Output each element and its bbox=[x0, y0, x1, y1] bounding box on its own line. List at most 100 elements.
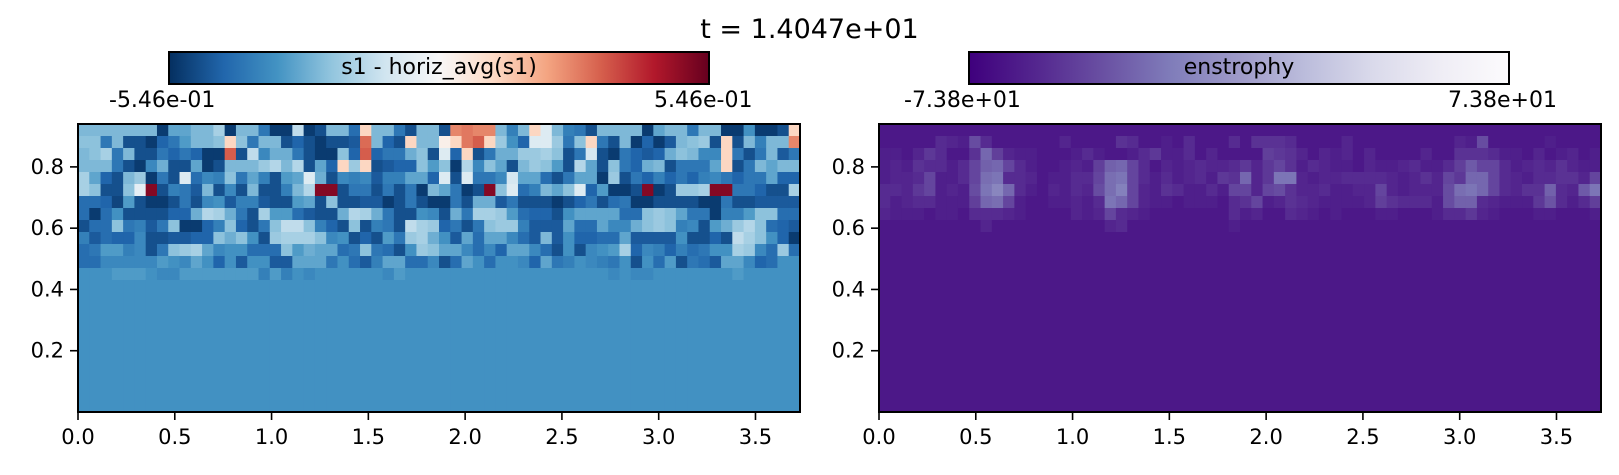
heatmap-cell bbox=[168, 340, 181, 353]
heatmap-cell bbox=[664, 328, 677, 341]
heatmap-cell bbox=[596, 316, 609, 329]
heatmap-cell bbox=[619, 136, 632, 149]
heatmap-cell bbox=[484, 124, 497, 137]
heatmap-cell bbox=[766, 232, 779, 245]
heatmap-cell bbox=[472, 364, 485, 377]
heatmap-cell bbox=[495, 148, 508, 161]
heatmap-cell bbox=[506, 196, 519, 209]
heatmap-cell bbox=[348, 280, 361, 293]
heatmap-cell bbox=[687, 124, 700, 137]
heatmap-cell bbox=[687, 196, 700, 209]
heatmap-cell bbox=[427, 244, 440, 257]
heatmap-cell bbox=[472, 220, 485, 233]
heatmap-cell bbox=[303, 352, 316, 365]
heatmap-cell bbox=[732, 196, 745, 209]
heatmap-cell bbox=[247, 340, 260, 353]
heatmap-cell bbox=[529, 316, 542, 329]
heatmap-cell bbox=[258, 232, 271, 245]
heatmap-cell bbox=[78, 304, 90, 317]
heatmap-cell bbox=[292, 256, 305, 269]
heatmap-cell bbox=[743, 148, 756, 161]
heatmap-cell bbox=[461, 340, 474, 353]
heatmap-cell bbox=[314, 244, 327, 257]
heatmap-cell bbox=[642, 124, 654, 137]
heatmap-cell bbox=[664, 208, 677, 221]
heatmap-cell bbox=[754, 328, 767, 341]
heatmap-cell bbox=[642, 184, 654, 197]
heatmap-cell bbox=[439, 400, 451, 413]
heatmap-cell bbox=[461, 256, 474, 269]
heatmap-cell bbox=[517, 280, 530, 293]
heatmap-cell bbox=[754, 184, 767, 197]
heatmap-cell bbox=[427, 196, 440, 209]
heatmap-cell bbox=[732, 124, 745, 137]
heatmap-cell bbox=[405, 160, 418, 173]
heatmap-cell bbox=[698, 184, 711, 197]
heatmap-cell bbox=[123, 208, 136, 221]
heatmap-cell bbox=[292, 124, 305, 137]
heatmap-cell bbox=[608, 244, 621, 257]
heatmap-cell bbox=[258, 400, 271, 413]
heatmap-cell bbox=[551, 256, 564, 269]
heatmap-cell bbox=[675, 268, 688, 281]
heatmap-cell bbox=[89, 400, 102, 413]
heatmap-cell bbox=[732, 244, 745, 257]
heatmap-cell bbox=[732, 376, 745, 389]
heatmap-cell bbox=[664, 400, 677, 413]
heatmap-cell bbox=[213, 376, 226, 389]
heatmap-cell bbox=[653, 208, 666, 221]
heatmap-cell bbox=[382, 160, 395, 173]
heatmap-cell bbox=[551, 352, 564, 365]
heatmap-cell bbox=[495, 220, 508, 233]
heatmap-cell bbox=[495, 400, 508, 413]
heatmap-cell bbox=[224, 352, 237, 365]
heatmap-cell bbox=[314, 376, 327, 389]
heatmap-cell bbox=[653, 388, 666, 401]
heatmap-cell bbox=[439, 340, 451, 353]
heatmap-cell bbox=[190, 304, 203, 317]
heatmap-cell bbox=[721, 244, 733, 257]
heatmap-cell bbox=[472, 148, 485, 161]
heatmap-cell bbox=[416, 328, 429, 341]
heatmap-cell bbox=[529, 232, 542, 245]
heatmap-cell bbox=[675, 376, 688, 389]
heatmap-cell bbox=[427, 256, 440, 269]
heatmap-cell bbox=[348, 388, 361, 401]
heatmap-cell bbox=[574, 160, 587, 173]
heatmap-cell bbox=[754, 124, 767, 137]
heatmap-cell bbox=[202, 364, 214, 377]
heatmap-cell bbox=[743, 244, 756, 257]
heatmap-cell bbox=[281, 328, 293, 341]
heatmap-cell bbox=[551, 328, 564, 341]
heatmap-cell bbox=[213, 172, 226, 185]
heatmap-cell bbox=[416, 316, 429, 329]
heatmap-cell bbox=[371, 268, 384, 281]
heatmap-cell bbox=[78, 352, 90, 365]
heatmap-cell bbox=[303, 184, 316, 197]
heatmap-cell bbox=[179, 388, 192, 401]
heatmap-cell bbox=[145, 364, 158, 377]
heatmap-cell bbox=[168, 316, 181, 329]
heatmap-cell bbox=[348, 376, 361, 389]
heatmap-cell bbox=[314, 184, 327, 197]
heatmap-cell bbox=[168, 208, 181, 221]
heatmap-cell bbox=[382, 232, 395, 245]
heatmap-cell bbox=[247, 244, 260, 257]
heatmap-cell bbox=[529, 208, 542, 221]
heatmap-cell bbox=[506, 148, 519, 161]
heatmap-cell bbox=[360, 232, 372, 245]
heatmap-cell bbox=[709, 316, 722, 329]
heatmap-cell bbox=[574, 352, 587, 365]
heatmap-cell bbox=[777, 280, 790, 293]
heatmap-cell bbox=[247, 208, 260, 221]
heatmap-cell bbox=[585, 292, 598, 305]
heatmap-cell bbox=[427, 388, 440, 401]
heatmap-cell bbox=[630, 208, 643, 221]
heatmap-cell bbox=[450, 328, 463, 341]
heatmap-cell bbox=[619, 388, 632, 401]
heatmap-cell bbox=[585, 172, 598, 185]
heatmap-cell bbox=[168, 400, 181, 413]
heatmap-cell bbox=[642, 400, 654, 413]
heatmap-cell bbox=[134, 400, 147, 413]
heatmap-cell bbox=[698, 136, 711, 149]
